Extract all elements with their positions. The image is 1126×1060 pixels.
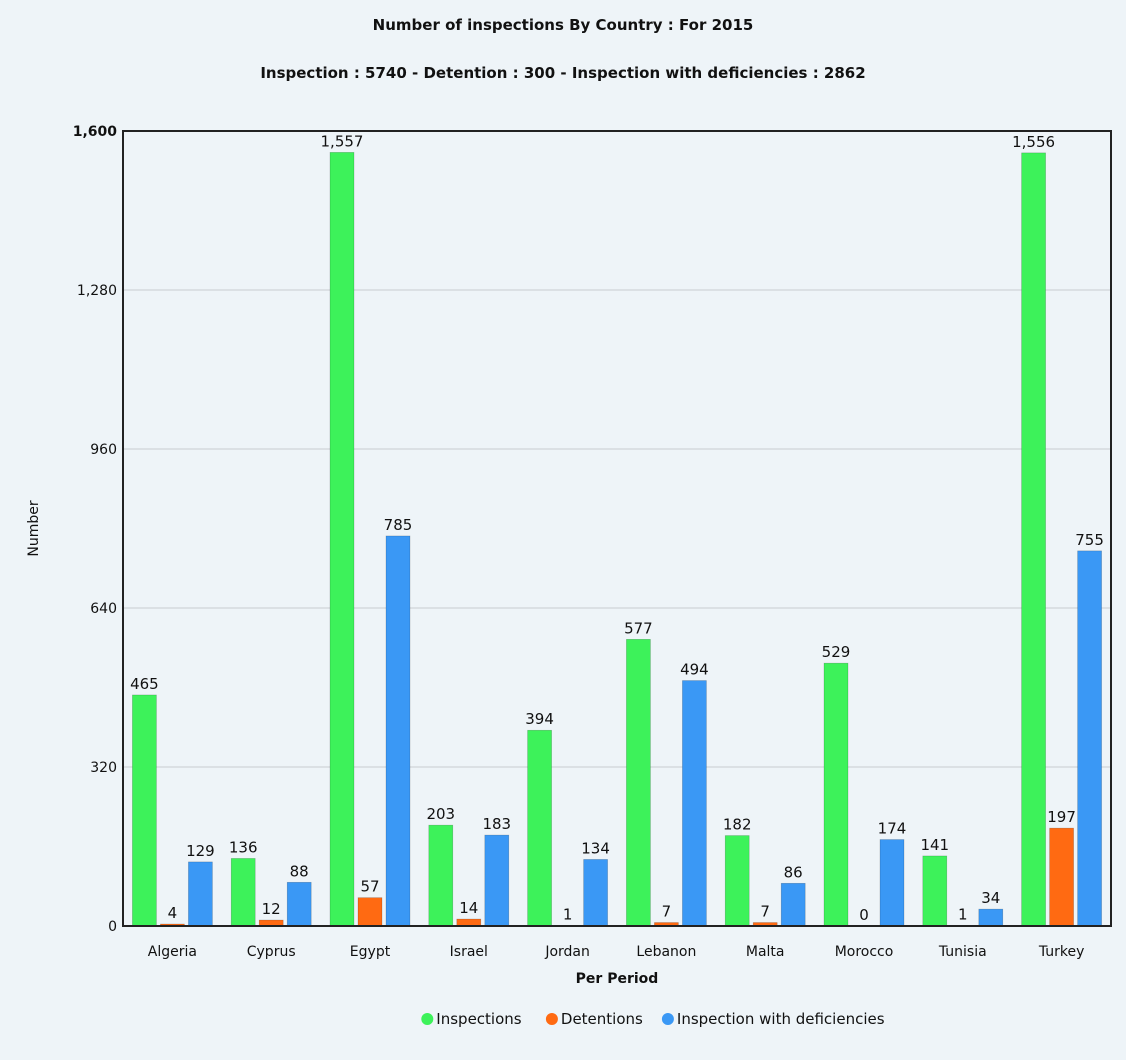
bar-inspections bbox=[626, 639, 651, 927]
data-label: 57 bbox=[360, 878, 379, 896]
data-label: 134 bbox=[581, 839, 610, 857]
data-label: 577 bbox=[624, 619, 653, 637]
data-label: 129 bbox=[186, 842, 215, 860]
x-category-label: Israel bbox=[450, 944, 488, 960]
data-label: 174 bbox=[878, 820, 907, 838]
bar-inspections bbox=[823, 662, 849, 927]
chart-subtitle: Inspection : 5740 - Detention : 300 - In… bbox=[260, 64, 865, 82]
x-category-label: Egypt bbox=[350, 944, 391, 960]
bar-inspection-with-deficiencies bbox=[583, 859, 608, 927]
y-axis-title: Number bbox=[26, 500, 42, 556]
data-label: 197 bbox=[1047, 808, 1076, 826]
x-category-label: Turkey bbox=[1038, 944, 1085, 960]
legend: Inspections Detentions Inspection with def… bbox=[421, 1010, 885, 1028]
data-label: 88 bbox=[290, 862, 309, 880]
bar-inspection-with-deficiencies bbox=[385, 535, 411, 927]
bar-inspections bbox=[428, 824, 454, 927]
bar-detentions bbox=[1049, 827, 1074, 927]
data-label: 1,556 bbox=[1012, 133, 1055, 151]
legend-marker bbox=[661, 1013, 674, 1025]
bar-inspection-with-deficiencies bbox=[682, 680, 707, 927]
data-label: 755 bbox=[1075, 531, 1104, 549]
y-axis-ticks: 0 320 640 960 1,280 1,600 bbox=[73, 124, 118, 935]
bar-detentions bbox=[357, 897, 383, 927]
chart-title: Number of inspections By Country : For 2… bbox=[373, 16, 754, 34]
bar-detentions bbox=[456, 918, 482, 927]
legend-item-label: Inspections bbox=[436, 1010, 521, 1028]
x-axis-categories: Algeria Cyprus Egypt Israel Jordan Lebanon Mal… bbox=[148, 944, 1085, 960]
data-label: 183 bbox=[482, 815, 511, 833]
bar-inspection-with-deficiencies bbox=[978, 908, 1004, 927]
x-category-label: Jordan bbox=[544, 944, 590, 960]
data-label: 1 bbox=[958, 906, 968, 924]
bar-inspection-with-deficiencies bbox=[188, 861, 213, 927]
y-tick-label: 960 bbox=[90, 442, 117, 458]
data-label: 494 bbox=[680, 661, 709, 679]
bars bbox=[132, 152, 1102, 927]
y-tick-label: 1,280 bbox=[77, 283, 117, 299]
data-label: 529 bbox=[822, 643, 851, 661]
data-label: 1,557 bbox=[321, 132, 364, 150]
data-label: 0 bbox=[859, 906, 869, 924]
data-label: 12 bbox=[262, 900, 281, 918]
bar-inspections bbox=[1021, 152, 1046, 927]
data-label: 1 bbox=[563, 906, 573, 924]
data-label: 785 bbox=[384, 516, 413, 534]
bar-inspections bbox=[230, 858, 256, 927]
bar-inspections bbox=[329, 152, 355, 927]
x-category-label: Tunisia bbox=[938, 944, 987, 960]
data-label: 136 bbox=[229, 838, 258, 856]
y-tick-label: 640 bbox=[90, 601, 117, 617]
bar-inspection-with-deficiencies bbox=[286, 881, 312, 927]
x-axis-title: Per Period bbox=[576, 971, 659, 987]
data-label: 7 bbox=[760, 903, 770, 921]
bar-inspection-with-deficiencies bbox=[1077, 550, 1102, 927]
bar-inspection-with-deficiencies bbox=[879, 839, 905, 927]
data-label: 4 bbox=[168, 904, 178, 922]
data-label: 86 bbox=[784, 863, 803, 881]
y-tick-label: 0 bbox=[108, 919, 117, 935]
bar-inspection-with-deficiencies bbox=[780, 882, 806, 927]
x-category-label: Cyprus bbox=[247, 944, 296, 960]
x-category-label: Malta bbox=[746, 944, 785, 960]
y-tick-label: 320 bbox=[90, 760, 117, 776]
bar-inspections bbox=[132, 694, 157, 927]
data-label: 7 bbox=[662, 903, 672, 921]
data-label: 141 bbox=[920, 836, 949, 854]
bar-inspections bbox=[527, 729, 552, 927]
bar-inspections bbox=[724, 835, 750, 927]
plot-frame bbox=[122, 130, 1112, 927]
x-category-label: Algeria bbox=[148, 944, 197, 960]
legend-item-label: Detentions bbox=[561, 1010, 643, 1028]
data-label: 465 bbox=[130, 675, 159, 693]
legend-marker bbox=[545, 1013, 558, 1025]
y-tick-label: 1,600 bbox=[73, 124, 118, 140]
data-label: 203 bbox=[426, 805, 455, 823]
bar-inspections bbox=[922, 855, 948, 927]
x-category-label: Morocco bbox=[835, 944, 894, 960]
x-category-label: Lebanon bbox=[636, 944, 696, 960]
legend-item-label: Inspection with deficiencies bbox=[677, 1010, 885, 1028]
bar-inspection-with-deficiencies bbox=[484, 834, 510, 927]
data-label: 14 bbox=[459, 899, 478, 917]
legend-marker bbox=[421, 1013, 434, 1025]
data-label: 182 bbox=[723, 816, 752, 834]
gridlines bbox=[123, 289, 1111, 768]
data-label: 34 bbox=[981, 889, 1000, 907]
data-label: 394 bbox=[525, 710, 554, 728]
